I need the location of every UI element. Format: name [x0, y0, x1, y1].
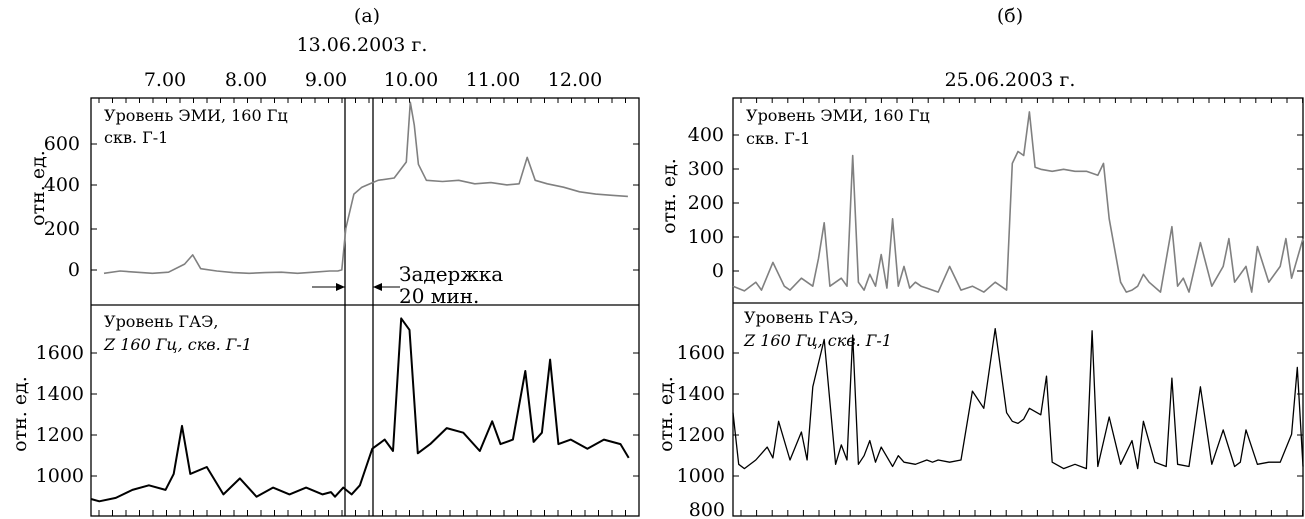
time-tick-label: 7.00 — [144, 69, 186, 91]
a-bottom-ylabel: отн. ед. — [9, 376, 31, 452]
panel-b-label: (б) — [997, 5, 1023, 27]
a-top-ytick: 0 — [68, 259, 80, 281]
b-bottom-ytick: 1200 — [677, 424, 725, 446]
a-top-title-line2: скв. Г-1 — [104, 128, 168, 147]
b-top-ytick: 100 — [688, 226, 724, 248]
a-top-ytick: 600 — [44, 133, 80, 155]
b-top-ytick: 0 — [712, 260, 724, 282]
gae-series-line-a — [90, 317, 630, 503]
a-top-title-line1: Уровень ЭМИ, 160 Гц — [104, 106, 288, 125]
panel-a-date: 13.06.2003 г. — [297, 34, 428, 56]
emi-series-line-b — [732, 111, 1304, 293]
b-bottom-ytick: 1000 — [677, 465, 725, 487]
b-bottom-ylabel: отн. ед. — [655, 376, 677, 452]
panel-b-frame — [732, 97, 1304, 517]
delay-annotation-line2: 20 мин. — [399, 284, 479, 308]
a-bottom-ytick: 1200 — [36, 424, 84, 446]
b-top-ytick: 400 — [688, 124, 724, 146]
a-top-ytick: 400 — [44, 174, 80, 196]
b-top-title-line1: Уровень ЭМИ, 160 Гц — [746, 106, 930, 125]
a-bottom-title-line2: Z 160 Гц, скв. Г-1 — [103, 335, 252, 354]
panel-a-frame — [90, 97, 640, 517]
b-top-ylabel: отн. ед. — [658, 158, 680, 234]
a-bottom-title-line1: Уровень ГАЭ, — [104, 312, 218, 331]
time-tick-label: 9.00 — [305, 69, 347, 91]
time-tick-label: 12.00 — [548, 69, 602, 91]
a-bottom-ytick: 1000 — [36, 465, 84, 487]
b-bottom-ytick: 800 — [689, 499, 725, 519]
a-bottom-ytick: 1600 — [36, 342, 84, 364]
delay-annotation-line1: Задержка — [399, 262, 503, 286]
b-bottom-ytick: 1600 — [677, 342, 725, 364]
panel-a-label: (а) — [354, 5, 380, 27]
b-top-ytick: 200 — [688, 192, 724, 214]
delay-arrowhead-right — [373, 283, 382, 291]
b-top-title-line2: скв. Г-1 — [746, 129, 810, 148]
delay-arrowhead-left — [336, 283, 345, 291]
gae-series-line-b — [732, 328, 1304, 470]
panel-b-date: 25.06.2003 г. — [945, 69, 1076, 91]
b-top-ytick: 300 — [688, 158, 724, 180]
b-bottom-ytick: 1400 — [677, 383, 725, 405]
emi-series-line-a — [103, 101, 628, 275]
panel-a-time-ticks: 7.00 8.00 9.00 10.00 11.00 12.00 — [144, 69, 602, 91]
axis-ticks — [91, 98, 1304, 516]
a-top-ylabel: отн. ед. — [27, 150, 49, 226]
b-bottom-title-line2: Z 160 Гц, скв. Г-1 — [743, 331, 892, 350]
b-bottom-title-line1: Уровень ГАЭ, — [744, 308, 858, 327]
a-bottom-ytick: 1400 — [36, 383, 84, 405]
time-tick-label: 10.00 — [384, 69, 438, 91]
a-top-ytick: 200 — [44, 218, 80, 240]
time-tick-label: 11.00 — [466, 69, 520, 91]
time-tick-label: 8.00 — [225, 69, 267, 91]
